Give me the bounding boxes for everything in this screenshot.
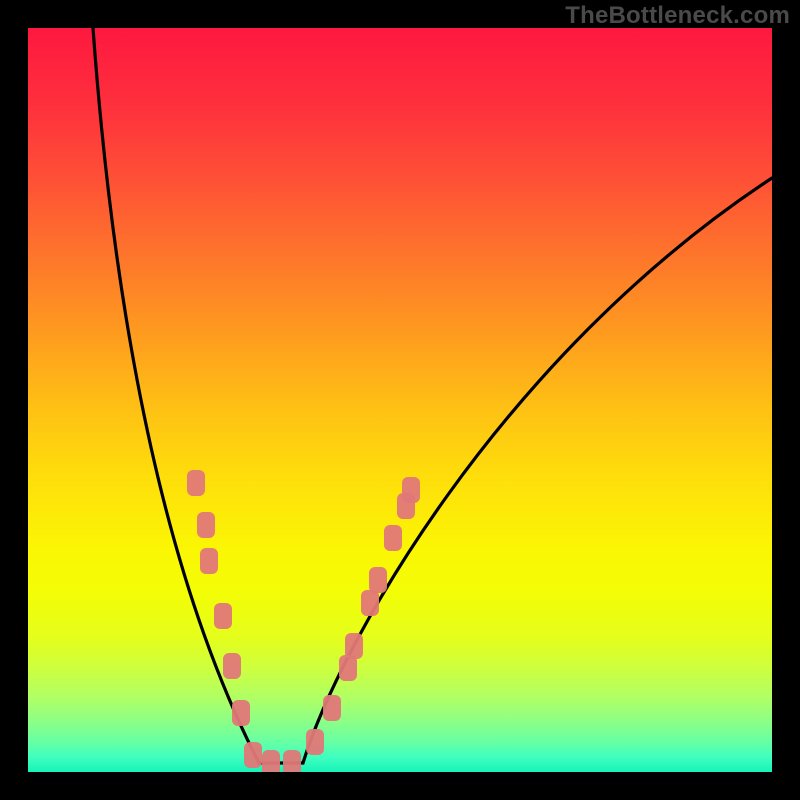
border-left [0, 0, 28, 800]
data-marker [244, 742, 262, 768]
data-marker [187, 470, 205, 496]
watermark-text: TheBottleneck.com [565, 2, 790, 30]
curve-layer [0, 0, 800, 800]
data-marker [369, 567, 387, 593]
data-marker [197, 512, 215, 538]
curve-group [93, 28, 772, 763]
chart-frame: TheBottleneck.com [0, 0, 800, 800]
data-marker [323, 695, 341, 721]
border-bottom [0, 772, 800, 800]
border-right [772, 0, 800, 800]
data-marker [232, 700, 250, 726]
data-marker [223, 653, 241, 679]
data-marker [361, 590, 379, 616]
bottleneck-curve [93, 28, 772, 763]
data-marker [345, 633, 363, 659]
markers-group [187, 470, 420, 776]
data-marker [214, 603, 232, 629]
data-marker [402, 477, 420, 503]
data-marker [384, 525, 402, 551]
data-marker [306, 729, 324, 755]
data-marker [200, 548, 218, 574]
